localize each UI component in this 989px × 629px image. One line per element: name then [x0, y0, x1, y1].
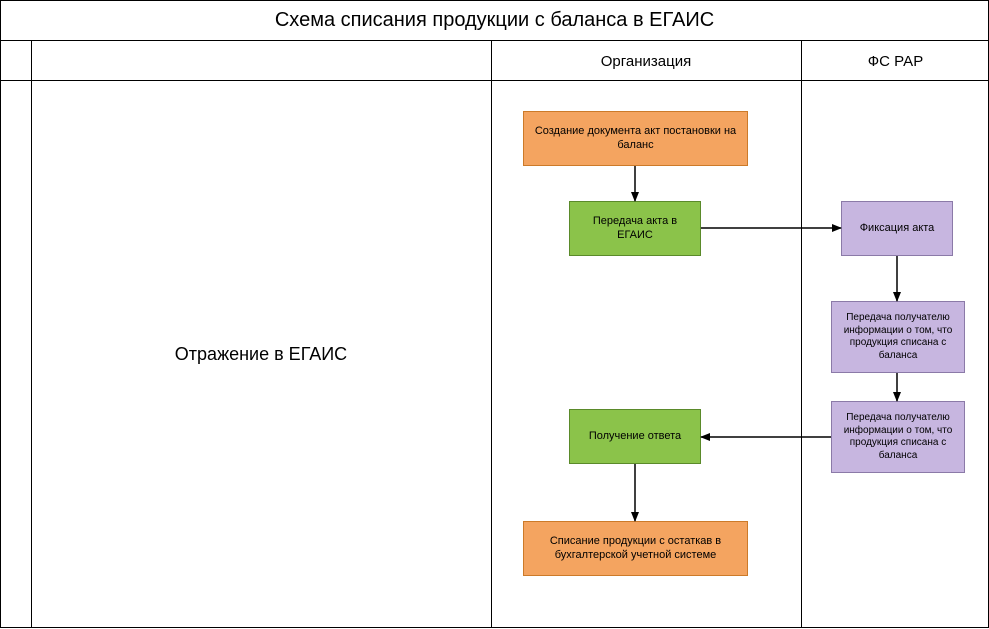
flow-node-n2: Передача акта в ЕГАИС — [569, 201, 701, 256]
flow-node-n3: Фиксация акта — [841, 201, 953, 256]
flow-node-n4: Передача получателю информации о том, чт… — [831, 301, 965, 373]
column-divider-2 — [491, 41, 492, 627]
diagram-frame: Схема списания продукции с баланса в ЕГА… — [0, 0, 989, 628]
flow-node-n5: Передача получателю информации о том, чт… — [831, 401, 965, 473]
flow-node-n6: Получение ответа — [569, 409, 701, 464]
row-label: Отражение в ЕГАИС — [31, 81, 491, 627]
column-divider-3 — [801, 41, 802, 627]
column-header-fs: ФС РАР — [801, 41, 989, 81]
flow-node-n1: Создание документа акт постановки на бал… — [523, 111, 748, 166]
column-header-org: Организация — [491, 41, 801, 81]
flow-node-n7: Списание продукции с остаткав в бухгалте… — [523, 521, 748, 576]
diagram-title: Схема списания продукции с баланса в ЕГА… — [1, 1, 988, 41]
